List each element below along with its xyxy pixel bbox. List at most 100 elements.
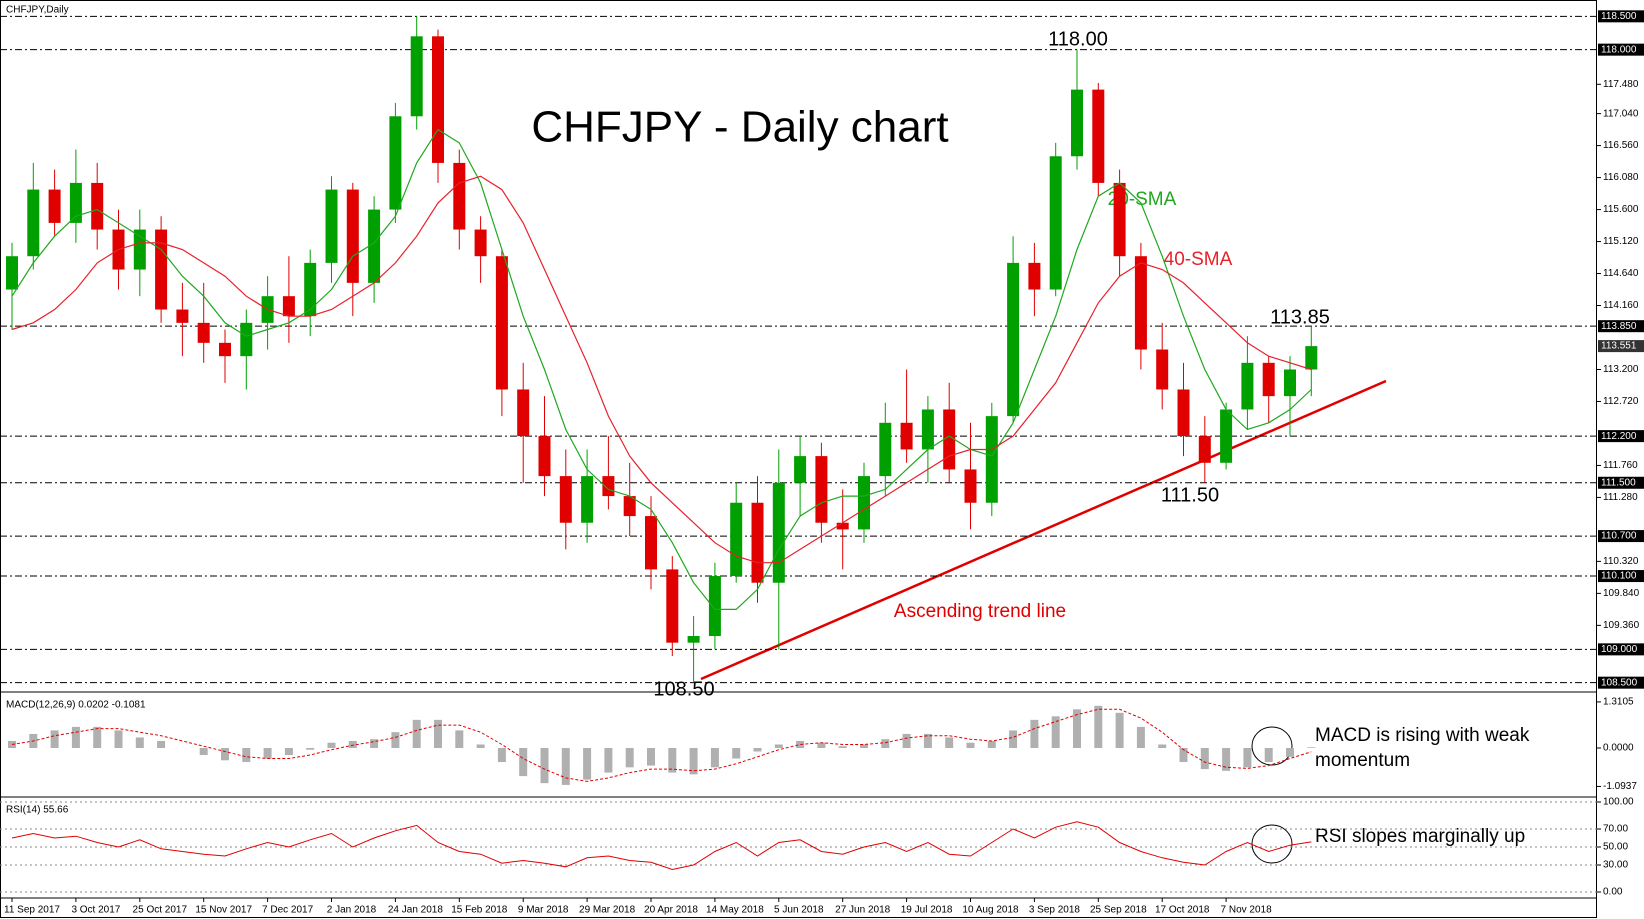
- y-tick-label: 117.480: [1603, 79, 1639, 90]
- x-tick-label: 7 Nov 2018: [1221, 905, 1273, 916]
- candle-body: [240, 322, 253, 357]
- y-tick-label: 30.00: [1603, 860, 1628, 871]
- x-tick-label: 3 Oct 2017: [71, 905, 120, 916]
- rsi-note: RSI slopes marginally up: [1315, 826, 1525, 847]
- macd-bar: [199, 747, 208, 756]
- macd-bar: [583, 747, 592, 780]
- macd-bar: [1136, 726, 1145, 748]
- macd-bar: [647, 747, 655, 766]
- candle-body: [282, 296, 295, 317]
- macd-bar: [945, 737, 954, 748]
- macd-bar: [796, 740, 805, 748]
- y-tick-label: 109.360: [1603, 620, 1640, 631]
- y-tick-label: -1.0937: [1603, 781, 1637, 792]
- candle-body: [815, 456, 828, 523]
- y-tick-label: 114.160: [1603, 300, 1639, 311]
- candle-body: [1134, 256, 1147, 350]
- x-tick-label: 27 Jun 2018: [835, 905, 890, 916]
- macd-bar: [1051, 716, 1060, 748]
- level-label: 113.850: [1601, 321, 1637, 332]
- y-tick-label: 117.040: [1603, 108, 1639, 119]
- candle-body: [794, 456, 807, 483]
- macd-bar: [93, 726, 102, 748]
- x-tick-label: 3 Sep 2018: [1029, 905, 1081, 916]
- level-label: 110.100: [1601, 571, 1637, 582]
- highlight-circle: [1251, 824, 1293, 864]
- x-tick-label: 24 Jan 2018: [388, 905, 443, 916]
- trend-line-label: Ascending trend line: [894, 601, 1066, 622]
- macd-bar: [284, 747, 293, 756]
- candle-body: [1198, 436, 1211, 463]
- x-tick-label: 15 Feb 2018: [451, 905, 508, 916]
- candle-body: [666, 569, 679, 643]
- sma40-label: 40-SMA: [1164, 249, 1233, 270]
- macd-bar: [1115, 712, 1124, 748]
- macd-title: MACD(12,26,9) 0.0202 -0.1081: [6, 700, 146, 711]
- x-tick-label: 11 Sep 2017: [4, 905, 60, 916]
- y-tick-label: 0.0000: [1603, 743, 1634, 754]
- candle-body: [1305, 346, 1318, 370]
- candle-body: [538, 436, 551, 477]
- candle-body: [346, 189, 359, 283]
- macd-bar: [838, 746, 847, 748]
- macd-bar: [817, 742, 826, 748]
- candle-body: [1156, 349, 1169, 390]
- trend-line: [700, 379, 1387, 681]
- candle-body: [1071, 89, 1083, 157]
- chart-title: CHFJPY - Daily chart: [531, 103, 948, 152]
- macd-bar: [306, 747, 315, 750]
- candle-body: [1007, 262, 1020, 417]
- candle-body: [176, 309, 189, 323]
- macd-bar: [923, 733, 932, 748]
- candle-body: [6, 256, 18, 290]
- macd-bar: [412, 719, 421, 748]
- candle-body: [645, 516, 657, 570]
- candle-body: [389, 116, 402, 210]
- x-tick-label: 2 Jan 2018: [327, 905, 377, 916]
- y-tick-label: 115.120: [1603, 236, 1639, 247]
- candle-body: [858, 476, 870, 530]
- candle-body: [943, 409, 956, 470]
- y-tick-label: 0.00: [1603, 887, 1623, 898]
- y-tick-label: 100.00: [1603, 797, 1634, 808]
- candle-body: [155, 229, 168, 310]
- candle-body: [708, 576, 721, 637]
- rsi-title: RSI(14) 55.66: [6, 805, 69, 816]
- candle-body: [772, 482, 785, 583]
- macd-bar: [1094, 705, 1103, 748]
- macd-bar: [391, 732, 400, 748]
- macd-bar: [604, 747, 613, 773]
- low-label: 108.50: [653, 678, 714, 700]
- candle-body: [69, 182, 82, 223]
- macd-bar: [434, 719, 442, 748]
- candle-body: [48, 189, 61, 223]
- candle-body: [1284, 369, 1296, 397]
- candle-body: [495, 256, 508, 390]
- candle-body: [1262, 362, 1275, 397]
- level-label: 118.500: [1601, 11, 1637, 22]
- candle-body: [921, 409, 934, 450]
- candle-body: [1177, 389, 1190, 437]
- macd-bar: [1030, 719, 1039, 748]
- y-tick-label: 70.00: [1603, 824, 1628, 835]
- macd-bar: [625, 747, 634, 768]
- candle-body: [581, 476, 594, 523]
- candle-body: [219, 342, 231, 357]
- y-tick-label: 109.840: [1603, 588, 1640, 599]
- macd-bar: [327, 742, 336, 748]
- candle-body: [1028, 262, 1041, 290]
- candle-body: [91, 182, 104, 230]
- candle-body: [1049, 156, 1062, 290]
- last-price-label: 113.551: [1601, 341, 1637, 352]
- candle-body: [1113, 182, 1126, 257]
- macd-bar: [1158, 744, 1167, 748]
- macd-bar: [1286, 747, 1294, 757]
- peak-label: 118.00: [1048, 28, 1108, 50]
- x-tick-label: 14 May 2018: [706, 905, 764, 916]
- macd-bar: [348, 740, 357, 748]
- macd-bar: [263, 747, 272, 759]
- macd-bar: [540, 747, 549, 784]
- candle-body: [1241, 362, 1254, 410]
- macd-note: momentum: [1315, 750, 1410, 771]
- macd-bar: [1073, 709, 1081, 748]
